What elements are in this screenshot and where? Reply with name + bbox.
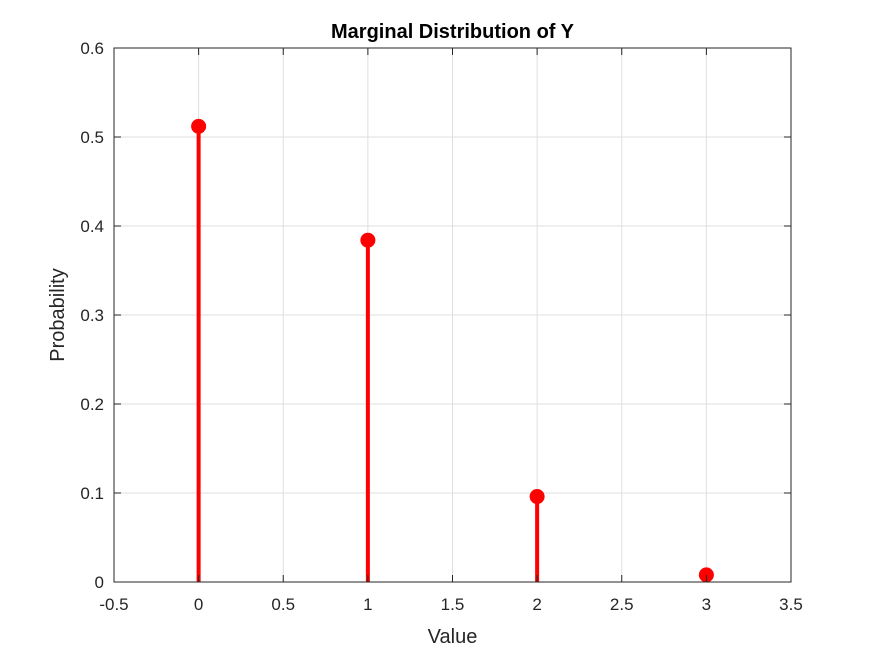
x-tick-label: 2.5: [610, 595, 634, 614]
y-tick-label: 0.3: [80, 306, 104, 325]
stem-marker: [698, 567, 714, 583]
x-tick-label: 3: [702, 595, 711, 614]
y-tick-labels: 0 0.1 0.2 0.3 0.4 0.5 0.6: [80, 39, 104, 592]
y-tick-label: 0.6: [80, 39, 104, 58]
tick-marks: [113, 47, 792, 583]
x-tick-label: 3.5: [779, 595, 803, 614]
x-axis-label: Value: [428, 626, 478, 648]
y-tick-label: 0: [95, 573, 104, 592]
x-tick-label: 1.5: [441, 595, 465, 614]
x-tick-label: 2: [532, 595, 541, 614]
stem-marker: [360, 232, 376, 248]
stem-series: [191, 118, 714, 583]
x-tick-label: 1: [363, 595, 372, 614]
x-tick-label: 0.5: [271, 595, 295, 614]
x-tick-label: 0: [194, 595, 203, 614]
y-tick-label: 0.2: [80, 395, 104, 414]
chart-title: Marginal Distribution of Y: [331, 21, 575, 43]
x-tick-label: -0.5: [99, 595, 128, 614]
y-tick-label: 0.5: [80, 128, 104, 147]
y-axis-label: Probability: [47, 268, 69, 361]
stem-marker: [529, 489, 545, 505]
x-tick-labels: -0.5 0 0.5 1 1.5 2 2.5 3 3.5: [99, 595, 802, 614]
y-tick-label: 0.4: [80, 217, 104, 236]
stem-marker: [191, 118, 207, 134]
y-tick-label: 0.1: [80, 484, 104, 503]
